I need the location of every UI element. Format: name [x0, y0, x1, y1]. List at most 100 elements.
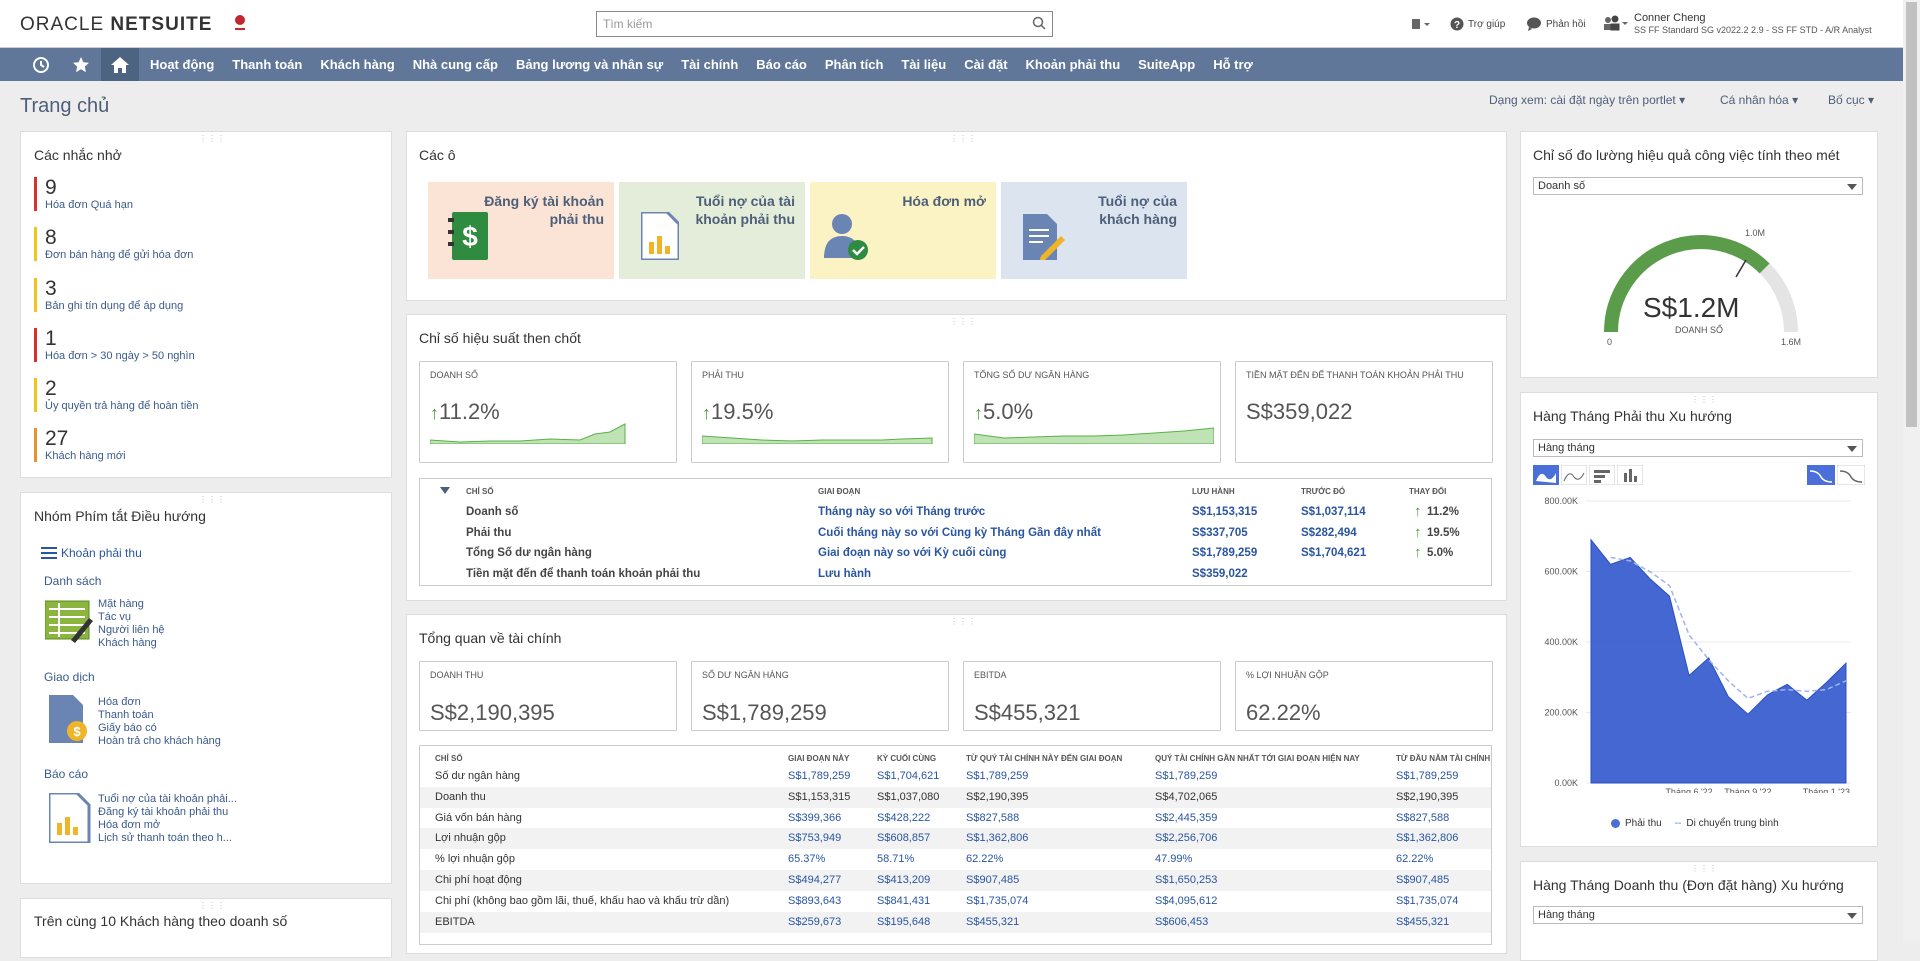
financial-value-cell[interactable]: 62.22% [966, 853, 1004, 866]
kpi-period[interactable]: Giai đoạn này so với Kỳ cuối cùng [818, 547, 1007, 559]
financial-value-cell[interactable]: S$753,949 [788, 832, 842, 845]
financial-value-cell[interactable]: S$428,222 [877, 811, 931, 824]
financial-value-cell[interactable]: S$1,650,253 [1155, 874, 1218, 886]
collapse-icon[interactable] [440, 487, 450, 495]
reminder-item[interactable]: 27 Khách hàng mới [34, 428, 126, 462]
shortcut-link[interactable]: Giấy báo có [98, 722, 157, 734]
tile-open-invoices[interactable]: Hóa đơn mở [810, 182, 996, 279]
kpi-card[interactable]: TỔNG SỐ DƯ NGÂN HÀNG ↑5.0% [963, 361, 1221, 463]
global-search-input[interactable]: Tìm kiếm [596, 11, 1053, 37]
favorites-button[interactable] [62, 48, 100, 81]
nav-item[interactable]: SuiteApp [1138, 57, 1196, 72]
financial-value-cell[interactable]: S$4,095,612 [1155, 894, 1218, 907]
kpi-current[interactable]: S$1,153,315 [1192, 506, 1258, 518]
nav-item[interactable]: Khoản phải thu [1025, 57, 1121, 72]
financial-value-cell[interactable]: S$2,190,395 [1396, 790, 1459, 803]
financial-value-cell[interactable]: S$841,431 [877, 894, 931, 907]
financial-value-cell[interactable]: S$2,190,395 [966, 790, 1029, 803]
shortcut-link[interactable]: Hóa đơn [98, 696, 141, 708]
financial-value-cell[interactable]: S$1,789,259 [966, 770, 1029, 782]
financial-value-cell[interactable]: S$455,321 [1396, 915, 1450, 928]
kpi-current[interactable]: S$359,022 [1192, 567, 1248, 580]
kpi-current[interactable]: S$337,705 [1192, 526, 1248, 539]
kpi-previous[interactable]: S$1,704,621 [1301, 547, 1367, 559]
financial-value-cell[interactable]: S$907,485 [1396, 874, 1450, 886]
financial-value-cell[interactable]: 58.71% [877, 853, 915, 866]
reminder-label[interactable]: Hóa đơn > 30 ngày > 50 nghìn [45, 350, 195, 362]
shortcut-link[interactable]: Hoàn trả cho khách hàng [98, 735, 221, 747]
financial-value-cell[interactable]: S$399,366 [788, 811, 842, 824]
shortcut-link[interactable]: Hóa đơn mở [98, 819, 161, 831]
drag-handle[interactable]: ⋮⋮⋮ [199, 134, 226, 143]
financial-value-cell[interactable]: S$195,648 [877, 915, 931, 928]
ar-period-select[interactable]: Hàng tháng [1533, 439, 1863, 457]
gauge-metric-select[interactable]: Doanh số [1533, 177, 1863, 195]
netsuite-logo[interactable]: ORACLE NETSUITE [20, 14, 212, 36]
financial-value-cell[interactable]: S$893,643 [788, 894, 842, 907]
drag-handle[interactable]: ⋮⋮⋮ [199, 495, 226, 504]
reminder-item[interactable]: 3 Bản ghi tín dụng để áp dụng [34, 278, 183, 312]
shortcut-link[interactable]: Khách hàng [98, 637, 157, 649]
financial-value-cell[interactable]: S$1,704,621 [877, 770, 940, 782]
nav-item[interactable]: Cài đặt [964, 57, 1008, 72]
drag-handle[interactable]: ⋮⋮⋮ [1691, 395, 1718, 404]
reminder-label[interactable]: Ủy quyền trả hàng để hoàn tiền [45, 400, 199, 412]
nav-item[interactable]: Khách hàng [320, 57, 395, 72]
nav-item[interactable]: Nhà cung cấp [412, 57, 498, 72]
recent-button[interactable] [22, 48, 60, 81]
financial-value-cell[interactable]: 62.22% [1396, 853, 1434, 866]
financial-value-cell[interactable]: S$2,445,359 [1155, 811, 1218, 824]
shortcut-link[interactable]: Tác vụ [98, 611, 132, 623]
bar-horizontal-icon[interactable] [1589, 465, 1615, 485]
kpi-card[interactable]: PHẢI THU ↑19.5% [691, 361, 949, 463]
tile-ar-aging[interactable]: Tuổi nợ của tài khoản phải thu [619, 182, 805, 279]
financial-value-cell[interactable]: S$1,735,074 [1396, 894, 1459, 907]
financial-card[interactable]: % LỢI NHUẬN GỘP 62.22% [1235, 661, 1493, 731]
financial-value-cell[interactable]: S$4,702,065 [1155, 790, 1218, 803]
financial-value-cell[interactable]: S$413,209 [877, 874, 931, 886]
tile-ar-register[interactable]: Đăng ký tài khoản phải thu $ [428, 182, 614, 279]
reminder-label[interactable]: Bản ghi tín dụng để áp dụng [45, 300, 184, 312]
financial-card[interactable]: DOANH THU S$2,190,395 [419, 661, 677, 731]
trend-off-icon[interactable] [1837, 465, 1865, 485]
financial-value-cell[interactable]: S$608,857 [877, 832, 931, 845]
reminder-item[interactable]: 8 Đơn bán hàng để gửi hóa đơn [34, 227, 193, 261]
recent-records-button[interactable] [1410, 17, 1430, 31]
financial-value-cell[interactable]: S$1,362,806 [1396, 832, 1459, 845]
area-chart-icon[interactable] [1533, 465, 1559, 485]
reminder-item[interactable]: 2 Ủy quyền trả hàng để hoàn tiền [34, 378, 199, 412]
shortcut-link[interactable]: Người liên hệ [98, 624, 165, 636]
financial-value-cell[interactable]: S$494,277 [788, 874, 842, 886]
drag-handle[interactable]: ⋮⋮⋮ [950, 134, 977, 143]
shortcut-link[interactable]: Đăng ký tài khoản phải thu [98, 806, 229, 818]
drag-handle[interactable]: ⋮⋮⋮ [1691, 864, 1718, 873]
financial-value-cell[interactable]: 47.99% [1155, 853, 1193, 866]
reminder-item[interactable]: 9 Hóa đơn Quá hạn [34, 177, 133, 211]
shortcut-link[interactable]: Mặt hàng [98, 598, 144, 610]
financial-value-cell[interactable]: S$907,485 [966, 874, 1020, 886]
nav-item[interactable]: Phân tích [824, 57, 884, 72]
drag-handle[interactable]: ⋮⋮⋮ [950, 617, 977, 626]
financial-value-cell[interactable]: S$1,153,315 [788, 790, 851, 803]
kpi-previous[interactable]: S$282,494 [1301, 526, 1357, 539]
shortcut-link[interactable]: Thanh toán [98, 709, 154, 721]
reminder-label[interactable]: Hóa đơn Quá hạn [45, 199, 133, 211]
financial-value-cell[interactable]: S$1,789,259 [1396, 770, 1459, 782]
help-link[interactable]: ? Trợ giúp [1450, 17, 1505, 31]
nav-item[interactable]: Thanh toán [232, 57, 303, 72]
reminder-label[interactable]: Đơn bán hàng để gửi hóa đơn [45, 249, 194, 261]
kpi-current[interactable]: S$1,789,259 [1192, 547, 1258, 559]
reminder-item[interactable]: 1 Hóa đơn > 30 ngày > 50 nghìn [34, 328, 195, 362]
reminder-label[interactable]: Khách hàng mới [45, 450, 126, 462]
financial-value-cell[interactable]: S$1,362,806 [966, 832, 1029, 845]
nav-item[interactable]: Bảng lương và nhân sự [515, 57, 664, 72]
financial-value-cell[interactable]: S$1,789,259 [1155, 770, 1218, 782]
financial-value-cell[interactable]: S$1,735,074 [966, 894, 1029, 907]
kpi-period[interactable]: Lưu hành [818, 567, 872, 580]
shortcut-link[interactable]: Tuổi nợ của tài khoản phải... [98, 793, 237, 805]
financial-value-cell[interactable]: S$1,789,259 [788, 770, 851, 782]
home-button[interactable] [101, 48, 139, 81]
drag-handle[interactable]: ⋮⋮⋮ [950, 317, 977, 326]
nav-item[interactable]: Báo cáo [756, 57, 807, 72]
role-menu-button[interactable] [1602, 15, 1628, 31]
